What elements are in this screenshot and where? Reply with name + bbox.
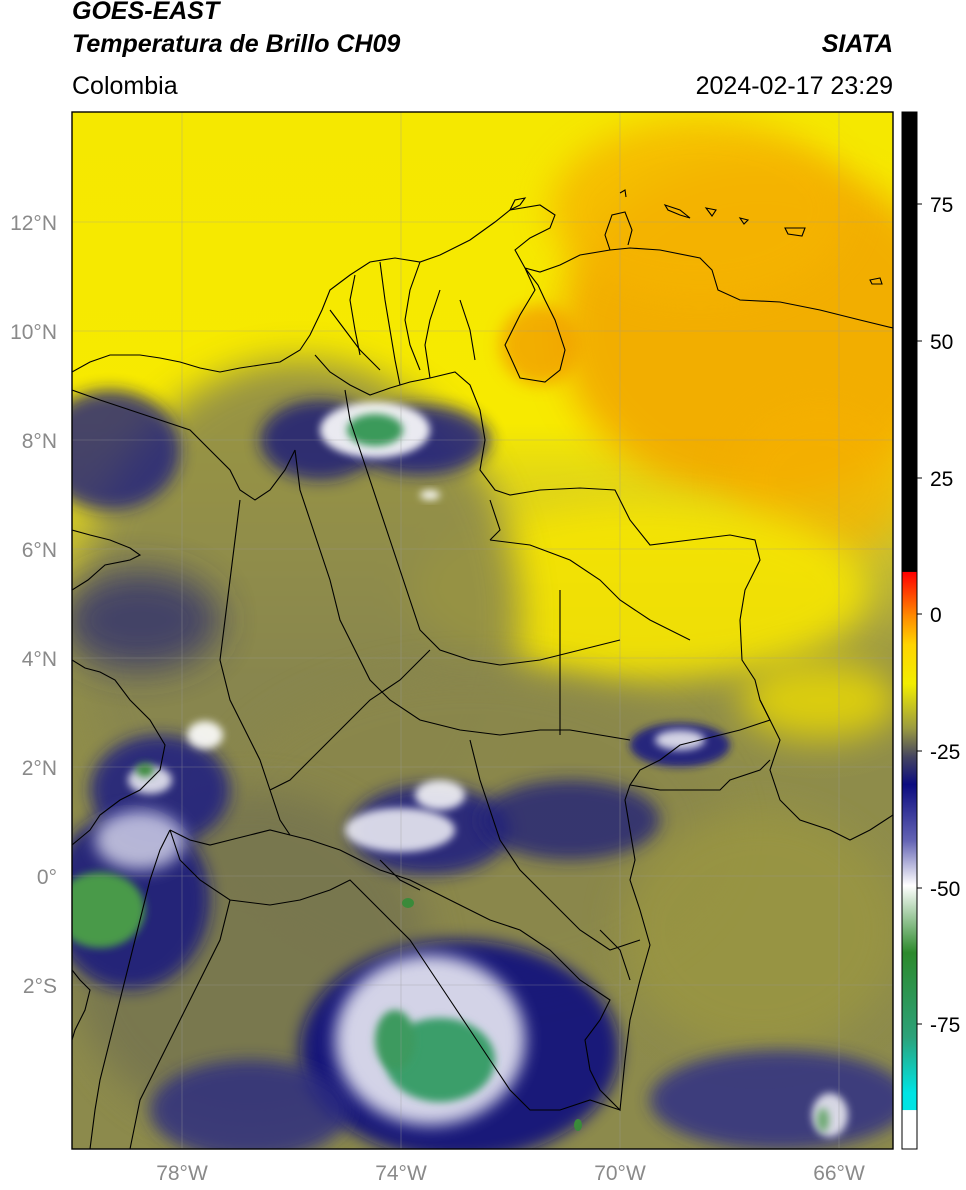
- title-product: Temperatura de Brillo CH09: [72, 30, 401, 58]
- colorbar-tick-label: -25: [930, 741, 960, 764]
- coastlines-and-borders: [72, 189, 893, 1149]
- lat-tick-label: 2°N: [22, 757, 57, 780]
- lat-tick-label: 6°N: [22, 539, 57, 562]
- lon-tick-label: 70°W: [594, 1162, 646, 1185]
- brightness-temperature-field: [72, 112, 893, 1149]
- timestamp-label: 2024-02-17 23:29: [695, 72, 893, 100]
- latitude-labels: 12°N 10°N 8°N 6°N 4°N 2°N 0° 2°S: [10, 212, 57, 998]
- colorbar-tick-label: 25: [930, 468, 953, 491]
- lat-tick-label: 10°N: [10, 321, 57, 344]
- longitude-labels: 78°W 74°W 70°W 66°W: [156, 1162, 865, 1185]
- colorbar: 75 50 25 0 -25 -50 -75: [901, 111, 960, 1150]
- region-label: Colombia: [72, 72, 178, 100]
- lat-tick-label: 4°N: [22, 648, 57, 671]
- lat-tick-label: 8°N: [22, 430, 57, 453]
- colorbar-tick-label: -75: [930, 1014, 960, 1037]
- colorbar-tick-label: 50: [930, 331, 953, 354]
- title-satellite: GOES-EAST: [72, 0, 220, 25]
- brand-label: SIATA: [821, 30, 893, 58]
- graticule: [72, 112, 893, 1149]
- lat-tick-label: 2°S: [23, 975, 57, 998]
- map-frame: [71, 111, 894, 1150]
- lon-tick-label: 66°W: [813, 1162, 865, 1185]
- colorbar-frame: [901, 111, 918, 1150]
- lat-tick-label: 12°N: [10, 212, 57, 235]
- lon-tick-label: 78°W: [156, 1162, 208, 1185]
- colorbar-fill: [902, 112, 917, 1149]
- colorbar-tick-label: 0: [930, 604, 942, 627]
- lon-tick-label: 74°W: [375, 1162, 427, 1185]
- colorbar-tick-label: -50: [930, 878, 960, 901]
- colorbar-tick-label: 75: [930, 194, 953, 217]
- lat-tick-label: 0°: [37, 866, 57, 889]
